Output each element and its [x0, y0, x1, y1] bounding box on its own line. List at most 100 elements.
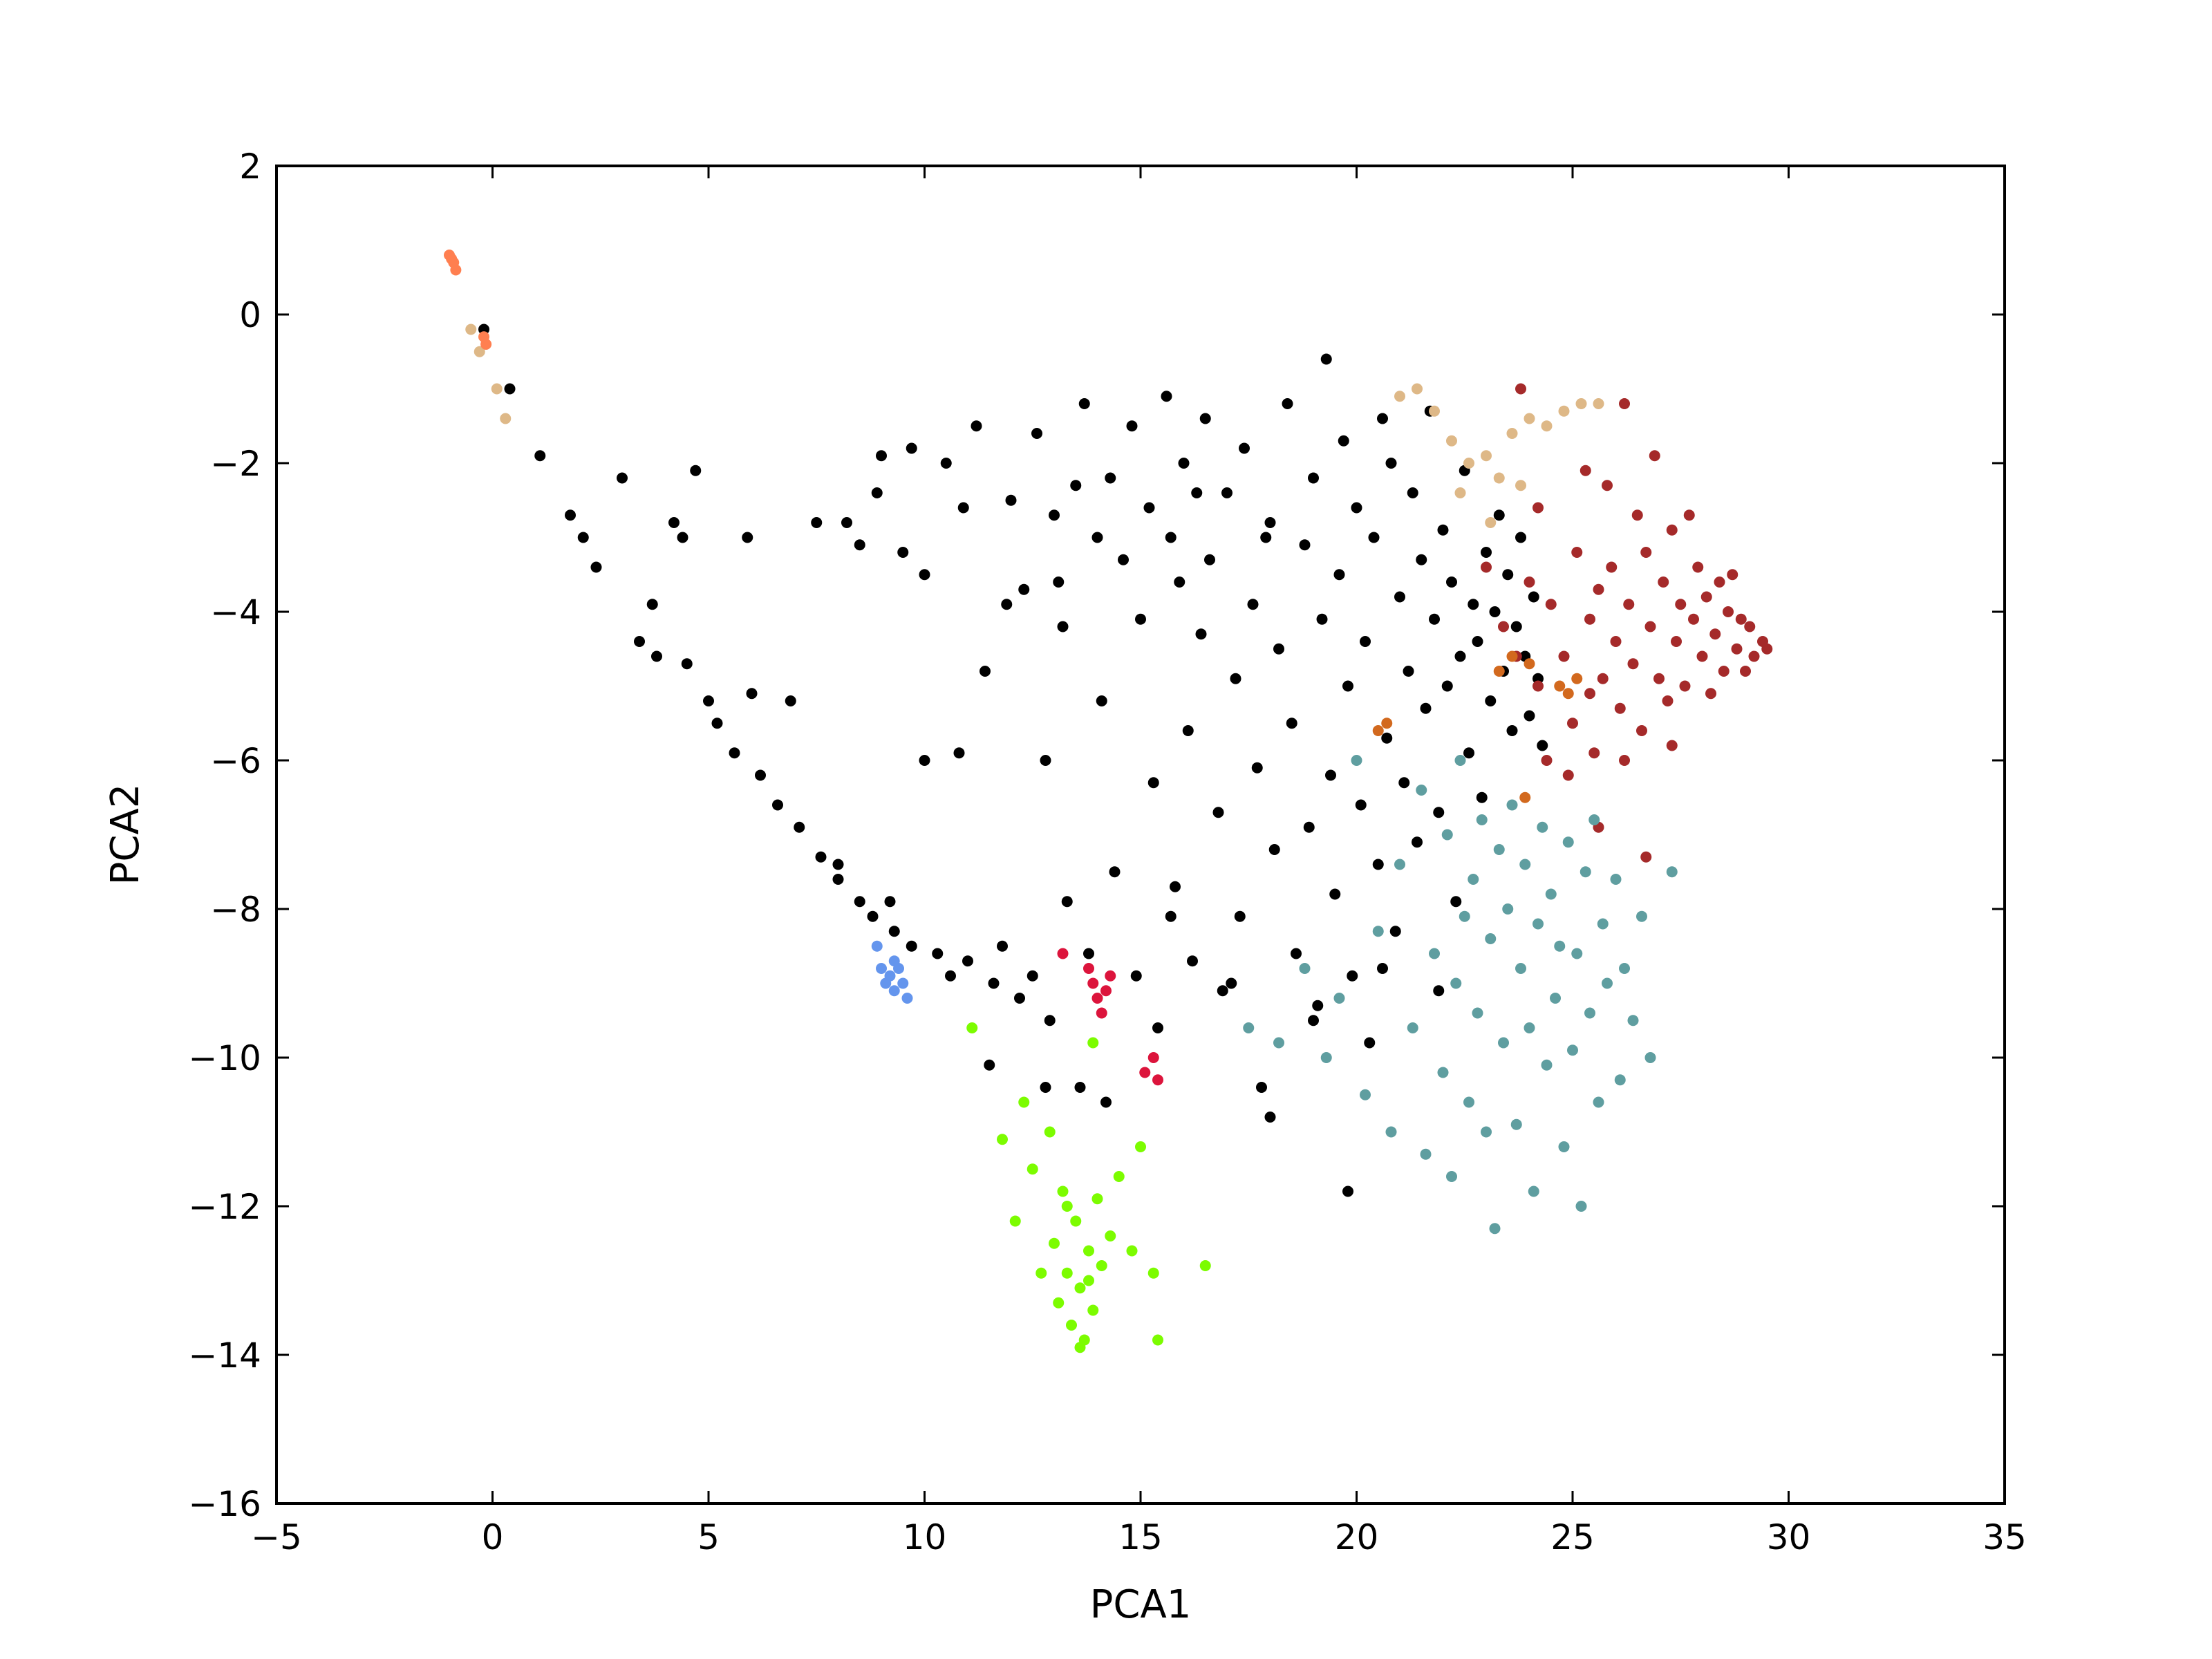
data-point — [1226, 977, 1237, 989]
data-point — [1658, 577, 1669, 588]
data-point — [1372, 859, 1384, 870]
data-point — [500, 413, 512, 424]
data-point — [1524, 413, 1535, 424]
data-point — [1394, 859, 1405, 870]
data-point — [1420, 1148, 1432, 1160]
data-point — [1351, 755, 1362, 766]
data-point — [1528, 591, 1539, 603]
data-point — [1355, 799, 1367, 811]
data-point — [1653, 673, 1665, 684]
data-point — [1524, 577, 1535, 588]
data-point — [565, 509, 576, 521]
data-point — [534, 450, 546, 462]
data-point — [1221, 487, 1232, 498]
data-point — [962, 955, 973, 967]
data-point — [1558, 1141, 1570, 1152]
data-point — [1441, 829, 1453, 841]
data-point — [1606, 561, 1618, 573]
data-point — [1571, 948, 1583, 959]
data-point — [1446, 435, 1457, 447]
data-point — [1251, 762, 1263, 774]
y-tick-label: −12 — [188, 1187, 261, 1227]
data-point — [1018, 583, 1030, 595]
data-point — [1268, 844, 1280, 855]
data-point — [1515, 383, 1526, 395]
data-point — [1485, 517, 1497, 528]
data-point — [1291, 948, 1302, 959]
data-point — [1403, 666, 1414, 677]
data-point — [1087, 1304, 1099, 1316]
data-point — [876, 963, 887, 974]
data-point — [1649, 450, 1660, 462]
data-point — [1394, 591, 1405, 603]
data-point — [1510, 1118, 1522, 1130]
data-point — [1429, 613, 1440, 625]
data-point — [1147, 1052, 1159, 1063]
data-point — [1083, 1275, 1094, 1286]
data-point — [1083, 963, 1094, 974]
data-point — [1165, 532, 1177, 543]
data-point — [1493, 844, 1505, 855]
data-point — [1441, 680, 1453, 692]
data-point — [1493, 666, 1505, 677]
data-point — [1662, 695, 1674, 706]
data-point — [668, 517, 679, 528]
data-point — [1731, 643, 1743, 655]
data-point — [1143, 502, 1155, 514]
data-point — [1459, 910, 1470, 922]
data-point — [1506, 725, 1518, 736]
data-point — [1320, 1052, 1332, 1063]
data-point — [897, 547, 909, 558]
data-point — [1217, 985, 1228, 997]
data-point — [1468, 599, 1479, 610]
data-point — [1433, 985, 1445, 997]
data-point — [1761, 643, 1773, 655]
data-point — [1515, 532, 1526, 543]
data-point — [1510, 621, 1522, 632]
data-point — [1584, 1007, 1595, 1019]
data-point — [1748, 650, 1760, 662]
x-tick-label: 5 — [697, 1517, 720, 1557]
data-point — [1385, 458, 1397, 469]
data-point — [884, 896, 896, 908]
series-6 — [1057, 948, 1163, 1086]
data-point — [1057, 1185, 1069, 1197]
data-point — [1312, 1000, 1324, 1011]
data-point — [1320, 353, 1332, 365]
data-point — [1714, 577, 1725, 588]
data-point — [651, 650, 662, 662]
data-point — [1562, 836, 1574, 848]
data-point — [1584, 688, 1595, 700]
data-point — [1412, 383, 1423, 395]
data-point — [1627, 658, 1639, 670]
data-point — [1533, 502, 1544, 514]
data-point — [1009, 1215, 1021, 1227]
data-point — [450, 264, 462, 276]
data-point — [1412, 836, 1423, 848]
data-point — [1303, 821, 1315, 833]
data-point — [1066, 1320, 1077, 1331]
data-point — [1199, 413, 1211, 424]
data-point — [957, 502, 969, 514]
data-point — [1515, 480, 1526, 491]
data-point — [1061, 1201, 1073, 1212]
series-7 — [871, 940, 913, 1004]
data-point — [1057, 621, 1069, 632]
data-point — [1541, 755, 1553, 766]
data-point — [1087, 1037, 1099, 1049]
data-point — [1562, 688, 1574, 700]
data-point — [1450, 896, 1462, 908]
data-point — [1230, 673, 1241, 684]
data-point — [1537, 740, 1548, 751]
data-point — [1342, 1185, 1353, 1197]
data-point — [815, 851, 827, 863]
data-point — [1519, 791, 1531, 803]
data-point — [1610, 874, 1622, 885]
data-point — [1640, 851, 1652, 863]
data-point — [1247, 599, 1259, 610]
data-point — [997, 940, 1008, 952]
x-tick-label: 0 — [482, 1517, 504, 1557]
data-point — [1476, 791, 1488, 803]
